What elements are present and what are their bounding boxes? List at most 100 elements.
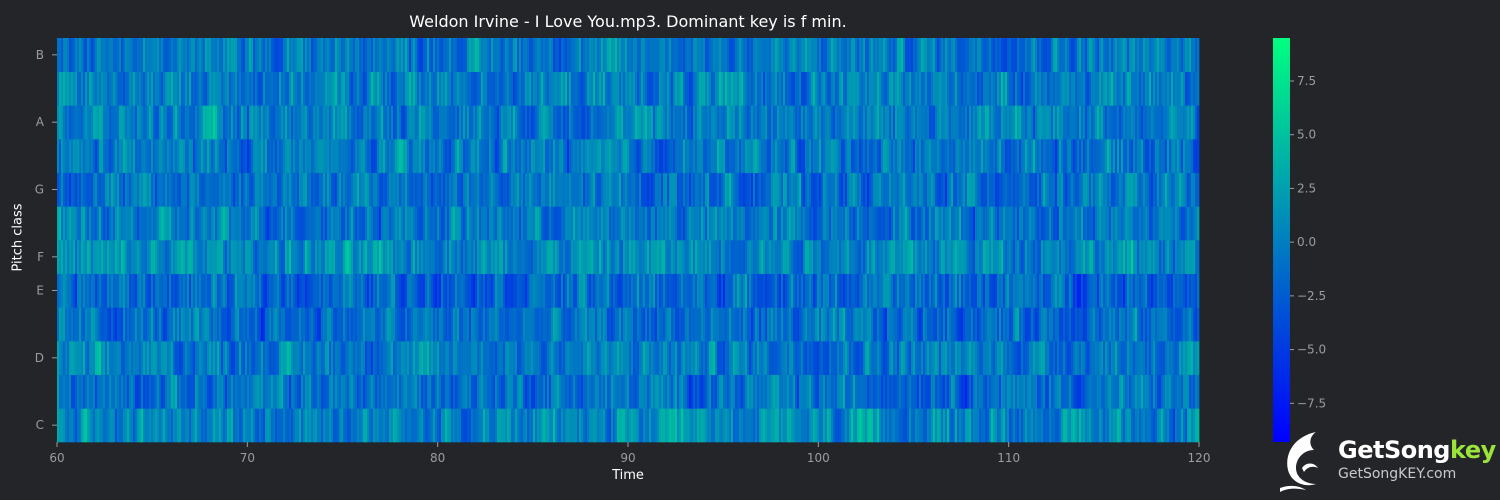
- heatmap-cell: [691, 172, 694, 207]
- heatmap-cell: [887, 273, 890, 308]
- heatmap-cell: [1149, 273, 1152, 308]
- heatmap-cell: [129, 172, 132, 207]
- heatmap-cell: [667, 273, 670, 308]
- heatmap-cell: [689, 240, 692, 274]
- heatmap-cell: [979, 408, 982, 443]
- heatmap-cell: [973, 408, 976, 443]
- heatmap-cell: [587, 408, 590, 443]
- heatmap-cell: [301, 341, 304, 375]
- heatmap-cell: [255, 341, 258, 375]
- heatmap-cell: [697, 240, 700, 274]
- heatmap-cell: [315, 273, 318, 308]
- heatmap-cell: [639, 341, 642, 375]
- heatmap-cell: [1095, 408, 1098, 443]
- heatmap-cell: [489, 408, 492, 443]
- heatmap-cell: [127, 341, 130, 375]
- heatmap-cell: [753, 307, 756, 342]
- heatmap-cell: [307, 240, 310, 274]
- heatmap-cell: [831, 341, 834, 375]
- heatmap-cell: [521, 172, 524, 207]
- heatmap-cell: [1057, 307, 1060, 342]
- heatmap-cell: [723, 341, 726, 375]
- heatmap-cell: [833, 307, 836, 342]
- heatmap-cell: [821, 307, 824, 342]
- heatmap-cell: [605, 408, 608, 443]
- heatmap-cell: [715, 172, 718, 207]
- heatmap-cell: [61, 206, 64, 241]
- heatmap-cell: [269, 206, 272, 241]
- heatmap-cell: [1099, 273, 1102, 308]
- heatmap-cell: [841, 408, 844, 443]
- heatmap-cell: [313, 307, 316, 342]
- heatmap-cell: [753, 206, 756, 241]
- heatmap-cell: [1089, 307, 1092, 342]
- heatmap-cell: [203, 240, 206, 274]
- heatmap-cell: [1011, 206, 1014, 241]
- heatmap-cell: [325, 172, 328, 207]
- heatmap-cell: [211, 139, 214, 173]
- heatmap-cell: [945, 341, 948, 375]
- heatmap-cell: [1095, 307, 1098, 342]
- heatmap-cell: [639, 172, 642, 207]
- heatmap-cell: [283, 240, 286, 274]
- heatmap-cell: [117, 273, 120, 308]
- heatmap-cell: [643, 307, 646, 342]
- heatmap-cell: [125, 206, 128, 241]
- heatmap-cell: [807, 341, 810, 375]
- heatmap-cell: [437, 139, 440, 173]
- heatmap-cell: [855, 206, 858, 241]
- heatmap-cell: [777, 172, 780, 207]
- heatmap-cell: [837, 341, 840, 375]
- heatmap-cell: [433, 307, 436, 342]
- heatmap-cell: [817, 240, 820, 274]
- heatmap-cell: [625, 206, 628, 241]
- heatmap-cell: [137, 240, 140, 274]
- heatmap-cell: [835, 206, 838, 241]
- heatmap-cell: [541, 341, 544, 375]
- heatmap-cell: [309, 139, 312, 173]
- heatmap-cell: [155, 172, 158, 207]
- heatmap-cell: [1139, 341, 1142, 375]
- heatmap-cell: [1089, 240, 1092, 274]
- heatmap-cell: [651, 206, 654, 241]
- heatmap-cell: [463, 206, 466, 241]
- heatmap-cell: [99, 307, 102, 342]
- heatmap-cell: [425, 374, 428, 409]
- heatmap-cell: [959, 240, 962, 274]
- heatmap-cell: [1009, 273, 1012, 308]
- heatmap-cell: [723, 307, 726, 342]
- heatmap-cell: [231, 408, 234, 443]
- heatmap-cell: [207, 307, 210, 342]
- heatmap-cell: [835, 374, 838, 409]
- heatmap-cell: [649, 240, 652, 274]
- heatmap-cell: [79, 341, 82, 375]
- heatmap-cell: [1149, 374, 1152, 409]
- heatmap-cell: [181, 206, 184, 241]
- heatmap-cell: [1061, 240, 1064, 274]
- heatmap-cell: [495, 172, 498, 207]
- heatmap-cell: [775, 172, 778, 207]
- heatmap-cell: [265, 408, 268, 443]
- heatmap-cell: [691, 240, 694, 274]
- heatmap-cell: [485, 408, 488, 443]
- heatmap-cell: [171, 374, 174, 409]
- heatmap-cell: [713, 240, 716, 274]
- heatmap-cell: [537, 341, 540, 375]
- heatmap-cell: [1003, 408, 1006, 443]
- heatmap-cell: [215, 341, 218, 375]
- heatmap-cell: [227, 206, 230, 241]
- heatmap-cell: [977, 240, 980, 274]
- heatmap-cell: [1039, 307, 1042, 342]
- heatmap-cell: [759, 341, 762, 375]
- heatmap-cell: [409, 172, 412, 207]
- heatmap-cell: [299, 139, 302, 173]
- heatmap-cell: [563, 240, 566, 274]
- heatmap-cell: [1105, 172, 1108, 207]
- heatmap-cell: [817, 374, 820, 409]
- heatmap-cell: [571, 206, 574, 241]
- heatmap-cell: [255, 273, 258, 308]
- heatmap-cell: [797, 139, 800, 173]
- heatmap-cell: [849, 374, 852, 409]
- heatmap-cell: [643, 172, 646, 207]
- heatmap-cell: [1001, 374, 1004, 409]
